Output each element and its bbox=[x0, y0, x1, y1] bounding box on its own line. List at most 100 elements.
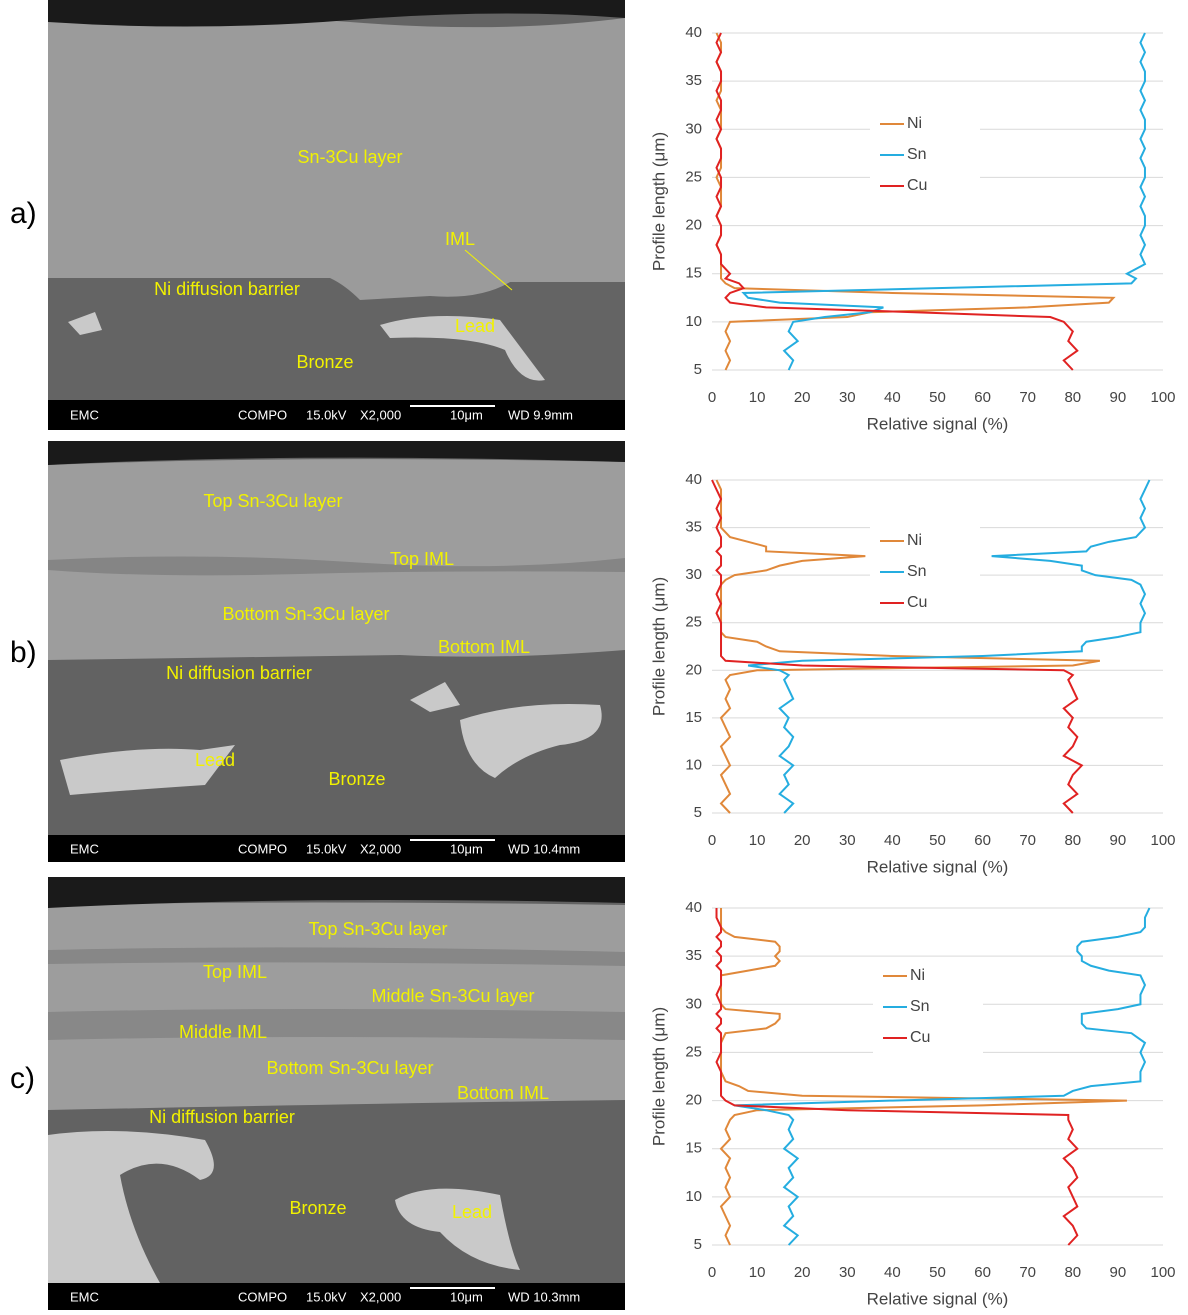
y-tick-label: 5 bbox=[694, 361, 702, 378]
scale-info: 10μm bbox=[450, 841, 483, 856]
legend-label: Cu bbox=[910, 1029, 930, 1046]
y-tick-label: 25 bbox=[685, 1043, 702, 1060]
profile-line bbox=[741, 32, 1147, 371]
x-tick-label: 40 bbox=[884, 1264, 901, 1281]
x-tick-label: 40 bbox=[884, 832, 901, 849]
profile-line bbox=[719, 908, 1127, 1246]
annotation: Middle IML bbox=[179, 1022, 267, 1042]
annotation: Lead bbox=[455, 316, 495, 336]
profile-line bbox=[715, 479, 1101, 814]
x-axis-title: Relative signal (%) bbox=[867, 857, 1009, 876]
sem-image-c: Top Sn-3Cu layer Top IML Middle Sn-3Cu l… bbox=[10, 877, 625, 1310]
y-tick-label: 30 bbox=[685, 120, 702, 137]
y-tick-label: 40 bbox=[685, 899, 702, 916]
annotation: Lead bbox=[452, 1202, 492, 1222]
y-tick-label: 20 bbox=[685, 217, 702, 234]
scale-info: X2,000 bbox=[360, 841, 401, 856]
profile-line bbox=[734, 907, 1151, 1246]
x-tick-label: 20 bbox=[794, 1264, 811, 1281]
y-tick-label: 40 bbox=[685, 471, 702, 488]
profile-line bbox=[715, 908, 1079, 1246]
y-axis-title: Profile length (μm) bbox=[649, 577, 668, 716]
scale-info: 15.0kV bbox=[306, 407, 347, 422]
x-tick-label: 100 bbox=[1150, 832, 1175, 849]
x-tick-label: 70 bbox=[1019, 832, 1036, 849]
x-tick-label: 50 bbox=[929, 389, 946, 406]
legend-label: Ni bbox=[910, 967, 925, 984]
scale-info: X2,000 bbox=[360, 1289, 401, 1304]
scale-info: EMC bbox=[70, 407, 99, 422]
scale-info: 15.0kV bbox=[306, 841, 347, 856]
y-tick-label: 15 bbox=[685, 265, 702, 282]
x-tick-label: 80 bbox=[1064, 832, 1081, 849]
annotation: Top IML bbox=[203, 962, 267, 982]
x-tick-label: 60 bbox=[974, 389, 991, 406]
x-tick-label: 90 bbox=[1110, 1264, 1127, 1281]
scale-info: EMC bbox=[70, 1289, 99, 1304]
profile-line bbox=[711, 479, 1084, 814]
y-tick-label: 30 bbox=[685, 566, 702, 583]
x-tick-label: 0 bbox=[708, 832, 716, 849]
annotation: Top Sn-3Cu layer bbox=[308, 919, 447, 939]
y-tick-label: 5 bbox=[694, 1236, 702, 1253]
y-tick-label: 35 bbox=[685, 72, 702, 89]
annotation: Ni diffusion barrier bbox=[166, 663, 312, 683]
annotation: Sn-3Cu layer bbox=[297, 147, 402, 167]
legend-label: Cu bbox=[907, 177, 927, 194]
x-tick-label: 50 bbox=[929, 1264, 946, 1281]
x-tick-label: 50 bbox=[929, 832, 946, 849]
scale-info: WD 10.4mm bbox=[508, 841, 580, 856]
y-tick-label: 25 bbox=[685, 168, 702, 185]
x-tick-label: 60 bbox=[974, 832, 991, 849]
annotation: Lead bbox=[195, 750, 235, 770]
y-tick-label: 20 bbox=[685, 1092, 702, 1109]
y-tick-label: 25 bbox=[685, 614, 702, 631]
annotation: Ni diffusion barrier bbox=[154, 279, 300, 299]
annotation: Bottom Sn-3Cu layer bbox=[222, 604, 389, 624]
scale-info: COMPO bbox=[238, 841, 287, 856]
x-tick-label: 60 bbox=[974, 1264, 991, 1281]
x-tick-label: 70 bbox=[1019, 1264, 1036, 1281]
scale-info: WD 9.9mm bbox=[508, 407, 573, 422]
y-tick-label: 10 bbox=[685, 313, 702, 330]
annotation: Bottom Sn-3Cu layer bbox=[266, 1058, 433, 1078]
scale-info: 15.0kV bbox=[306, 1289, 347, 1304]
legend-label: Sn bbox=[907, 563, 927, 580]
y-axis-title: Profile length (μm) bbox=[649, 1007, 668, 1146]
x-tick-label: 90 bbox=[1110, 389, 1127, 406]
annotation: Bronze bbox=[328, 769, 385, 789]
annotation: Bottom IML bbox=[438, 637, 530, 657]
x-tick-label: 20 bbox=[794, 389, 811, 406]
panel-label: b) bbox=[10, 636, 37, 669]
x-axis-title: Relative signal (%) bbox=[867, 414, 1009, 433]
x-tick-label: 70 bbox=[1019, 389, 1036, 406]
profile-line bbox=[715, 32, 1079, 371]
x-tick-label: 100 bbox=[1150, 389, 1175, 406]
x-tick-label: 10 bbox=[749, 389, 766, 406]
legend-label: Sn bbox=[910, 998, 930, 1015]
x-axis-title: Relative signal (%) bbox=[867, 1289, 1009, 1308]
x-tick-label: 10 bbox=[749, 832, 766, 849]
legend-label: Sn bbox=[907, 146, 927, 163]
legend-label: Ni bbox=[907, 115, 922, 132]
x-tick-label: 80 bbox=[1064, 389, 1081, 406]
scale-info: X2,000 bbox=[360, 407, 401, 422]
x-tick-label: 40 bbox=[884, 389, 901, 406]
scale-info: COMPO bbox=[238, 1289, 287, 1304]
panel-label: a) bbox=[10, 197, 37, 230]
x-tick-label: 30 bbox=[839, 389, 856, 406]
x-tick-label: 20 bbox=[794, 832, 811, 849]
annotation: Bronze bbox=[289, 1198, 346, 1218]
scale-info: WD 10.3mm bbox=[508, 1289, 580, 1304]
y-tick-label: 35 bbox=[685, 947, 702, 964]
y-axis-title: Profile length (μm) bbox=[649, 132, 668, 271]
scale-info: EMC bbox=[70, 841, 99, 856]
y-tick-label: 30 bbox=[685, 995, 702, 1012]
x-tick-label: 0 bbox=[708, 1264, 716, 1281]
scale-info: COMPO bbox=[238, 407, 287, 422]
y-tick-label: 20 bbox=[685, 661, 702, 678]
scale-info: 10μm bbox=[450, 407, 483, 422]
x-tick-label: 90 bbox=[1110, 832, 1127, 849]
sem-image-b: Top Sn-3Cu layer Top IML Bottom Sn-3Cu l… bbox=[10, 441, 625, 862]
